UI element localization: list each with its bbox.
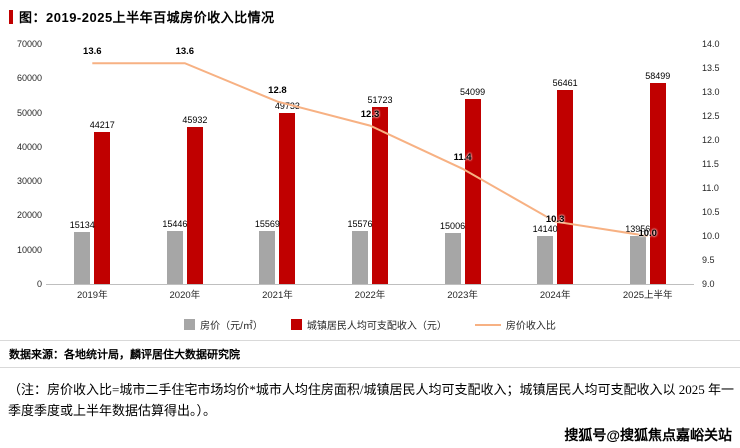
bar-house-price (259, 230, 276, 284)
chart-title: 图：2019-2025上半年百城房价收入比情况 (19, 10, 275, 25)
y-axis-tick-left: 50000 (16, 107, 42, 118)
y-axis-tick-left: 0 (36, 279, 42, 289)
y-axis-tick-right: 12.5 (702, 111, 720, 121)
chart-legend: 房价（元/㎡） 城镇居民人均可支配收入（元） 房价收入比 (0, 317, 740, 332)
y-axis-tick-right: 10.5 (702, 207, 720, 217)
legend-label-ratio: 房价收入比 (505, 321, 556, 332)
legend-item-ratio: 房价收入比 (474, 317, 556, 332)
legend-label-house-price: 房价（元/㎡） (200, 321, 263, 332)
bar-house-price (537, 235, 554, 284)
bar-income (94, 132, 111, 284)
chart-header: 图：2019-2025上半年百城房价收入比情况 (9, 7, 275, 26)
bar-value-house-price: 15446 (162, 219, 188, 230)
bar-income (186, 126, 203, 284)
bar-value-income: 51723 (367, 94, 393, 105)
bar-value-house-price: 15569 (254, 218, 280, 229)
title-accent-bar (9, 9, 13, 24)
ratio-value-label: 13.6 (175, 46, 195, 58)
x-axis-label: 2020年 (169, 290, 201, 301)
ratio-value-label: 10.0 (638, 228, 657, 239)
divider-bottom (0, 367, 740, 368)
bar-house-price (352, 230, 368, 284)
x-axis-label: 2019年 (76, 290, 108, 301)
y-axis-tick-right: 14.0 (702, 39, 720, 49)
legend-item-house-price: 房价（元/㎡） (184, 317, 263, 332)
bar-house-price (74, 232, 91, 284)
y-axis-tick-left: 30000 (16, 176, 42, 187)
y-axis-tick-left: 40000 (16, 141, 42, 152)
bar-income (372, 106, 388, 284)
divider-top (0, 340, 740, 341)
bar-value-house-price: 15006 (440, 220, 466, 231)
legend-swatch-ratio (474, 323, 501, 326)
bar-value-house-price: 14140 (532, 223, 558, 234)
x-axis-label: 2021年 (262, 290, 293, 301)
y-axis-tick-right: 10.0 (702, 231, 720, 241)
footnote-text: （注：房价收入比=城市二手住宅市场均价*城市人均住房面积/城镇居民人均可支配收入… (8, 382, 734, 418)
data-source-text: 数据来源：各地统计局，麟评居住大数据研究院 (9, 349, 240, 361)
watermark-text: 搜狐号@搜狐焦点嘉峪关站 (564, 427, 732, 443)
y-axis-tick-left: 70000 (16, 39, 42, 49)
y-axis-tick-left: 60000 (16, 73, 42, 84)
y-axis-tick-left: 20000 (16, 210, 42, 221)
x-axis-label: 2023年 (447, 290, 478, 301)
legend-swatch-house-price (184, 319, 196, 330)
bar-income (649, 83, 666, 284)
bar-house-price (166, 231, 183, 284)
y-axis-tick-right: 9.5 (702, 255, 715, 265)
bar-value-income: 58499 (645, 71, 671, 82)
legend-swatch-income (290, 319, 302, 330)
bar-value-house-price: 13956 (625, 224, 651, 235)
y-axis-tick-right: 13.5 (702, 63, 720, 73)
bar-income (464, 98, 481, 284)
legend-label-income: 城镇居民人均可支配收入（元） (306, 321, 447, 332)
bar-value-income: 56461 (552, 78, 578, 89)
bar-value-house-price: 15576 (347, 218, 373, 229)
y-axis-tick-right: 11.5 (702, 159, 719, 169)
ratio-value-label: 13.6 (83, 46, 102, 58)
ratio-value-label: 11.4 (453, 151, 472, 163)
ratio-line (92, 62, 648, 237)
y-axis-tick-right: 9.0 (702, 279, 715, 289)
x-axis-label: 2022年 (354, 290, 386, 301)
y-axis-tick-right: 11.0 (702, 183, 719, 193)
combo-chart: 0 10000 20000 30000 40000 50000 60000 70000 9.0 9… (0, 34, 740, 306)
bar-value-house-price: 15134 (69, 220, 95, 231)
bar-value-income: 44217 (89, 120, 115, 131)
ratio-value-label: 10.3 (545, 213, 565, 225)
y-axis-tick-left: 10000 (16, 244, 42, 255)
ratio-value-label: 12.3 (360, 108, 380, 120)
bar-house-price (629, 236, 646, 284)
ratio-value-label: 12.8 (268, 84, 287, 96)
x-axis-label: 2025上半年 (622, 290, 673, 301)
bar-value-income: 45932 (182, 114, 208, 125)
bar-income (557, 90, 574, 284)
x-axis-label: 2024年 (539, 290, 571, 301)
bar-house-price (444, 232, 461, 284)
y-axis-tick-right: 12.0 (702, 135, 720, 145)
y-axis-tick-right: 13.0 (702, 87, 720, 97)
bar-value-income: 54099 (460, 86, 486, 97)
bar-value-income: 49733 (274, 101, 300, 112)
x-axis-line (46, 284, 694, 285)
bar-income (279, 113, 296, 284)
legend-item-income: 城镇居民人均可支配收入（元） (290, 317, 447, 332)
